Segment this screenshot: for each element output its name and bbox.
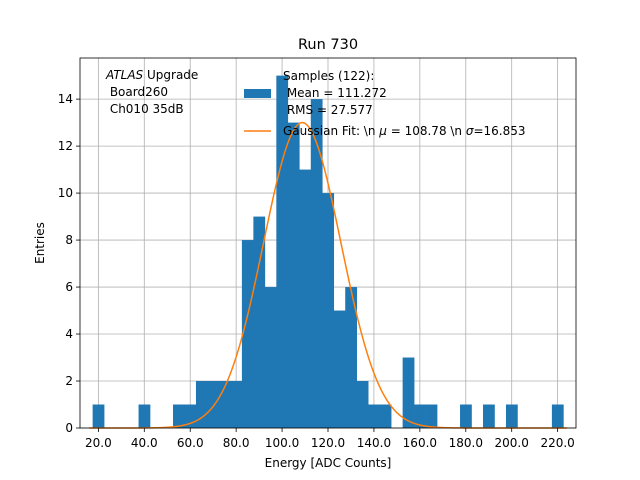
- y-tick-label: 10: [58, 186, 73, 200]
- annotation-line1: ATLAS Upgrade: [105, 68, 198, 82]
- annotation-board: Board260: [106, 85, 168, 99]
- legend-fit-sigma-value: =16.853: [473, 124, 525, 138]
- histogram-bar: [333, 310, 346, 428]
- atlas-label: ATLAS: [105, 68, 144, 82]
- x-tick-label: 80.0: [223, 436, 250, 450]
- histogram-bar: [230, 381, 243, 428]
- y-tick-label: 8: [65, 233, 73, 247]
- histogram-bar: [345, 287, 358, 428]
- histogram-bar: [287, 122, 300, 428]
- x-tick-label: 200.0: [495, 436, 529, 450]
- legend-fit-label: Gaussian Fit: \n μ = 108.78 \n σ=16.853: [283, 124, 526, 138]
- histogram-bar: [551, 404, 564, 428]
- y-ticks: 0 2 4 6 8 10 12 14: [58, 92, 80, 435]
- histogram-bar: [368, 404, 380, 428]
- histogram-bar: [483, 404, 495, 428]
- y-tick-label: 6: [65, 280, 73, 294]
- legend-fit-prefix: Gaussian Fit: \n: [283, 124, 379, 138]
- histogram-bar: [402, 357, 415, 428]
- histogram-bar: [253, 216, 266, 428]
- histogram-bar: [138, 404, 151, 428]
- histogram-bar: [322, 193, 335, 428]
- chart-title: Run 730: [298, 37, 358, 53]
- legend-fit-sigma-symbol: σ: [466, 124, 474, 138]
- legend: Samples (122): Mean = 111.272 RMS = 27.5…: [244, 69, 526, 138]
- annotation-channel: Ch010 35dB: [106, 102, 184, 116]
- y-tick-label: 12: [58, 139, 73, 153]
- y-tick-label: 2: [65, 374, 73, 388]
- histogram-bar: [264, 287, 277, 428]
- x-tick-label: 40.0: [131, 436, 158, 450]
- y-tick-label: 14: [58, 92, 73, 106]
- histogram-bar: [299, 169, 312, 429]
- histogram-bar: [195, 381, 208, 428]
- legend-hist-line1: Samples (122):: [283, 69, 374, 83]
- x-tick-label: 140.0: [357, 436, 391, 450]
- histogram-bar: [414, 404, 426, 428]
- bars-layer: [92, 75, 564, 429]
- x-tick-label: 100.0: [265, 436, 299, 450]
- y-tick-label: 4: [65, 327, 73, 341]
- y-tick-label: 0: [65, 421, 73, 435]
- legend-hist-line3: RMS = 27.577: [283, 103, 373, 117]
- histogram-bar: [92, 404, 105, 428]
- x-tick-label: 120.0: [311, 436, 345, 450]
- x-tick-label: 180.0: [449, 436, 483, 450]
- histogram-bar: [241, 240, 254, 428]
- histogram-bar: [276, 75, 289, 428]
- histogram-bar: [356, 381, 369, 428]
- legend-fit-mu-value: = 108.78 \n: [387, 124, 466, 138]
- x-axis-label: Energy [ADC Counts]: [265, 456, 392, 470]
- atlas-annotation: ATLAS Upgrade Board260 Ch010 35dB: [105, 68, 198, 116]
- histogram-bar: [379, 404, 392, 428]
- histogram-bar: [460, 404, 472, 428]
- histogram-bar: [425, 404, 438, 428]
- upgrade-label: Upgrade: [143, 68, 198, 82]
- x-tick-label: 220.0: [540, 436, 574, 450]
- histogram-bar: [218, 381, 231, 428]
- x-ticks: 20.0 40.0 60.0 80.0 100.0 120.0 140.0 160.0 180.…: [85, 428, 575, 450]
- histogram-bar: [310, 99, 323, 428]
- legend-hist-line2: Mean = 111.272: [283, 86, 387, 100]
- x-tick-label: 60.0: [177, 436, 204, 450]
- x-tick-label: 20.0: [85, 436, 112, 450]
- legend-hist-swatch: [244, 89, 271, 98]
- histogram-bar: [505, 404, 518, 428]
- histogram-bar: [184, 404, 197, 428]
- legend-fit-mu-symbol: μ: [378, 124, 387, 138]
- x-tick-label: 160.0: [403, 436, 437, 450]
- histogram-bar: [173, 404, 185, 428]
- y-axis-label: Entries: [33, 222, 47, 264]
- histogram-bar: [207, 381, 220, 428]
